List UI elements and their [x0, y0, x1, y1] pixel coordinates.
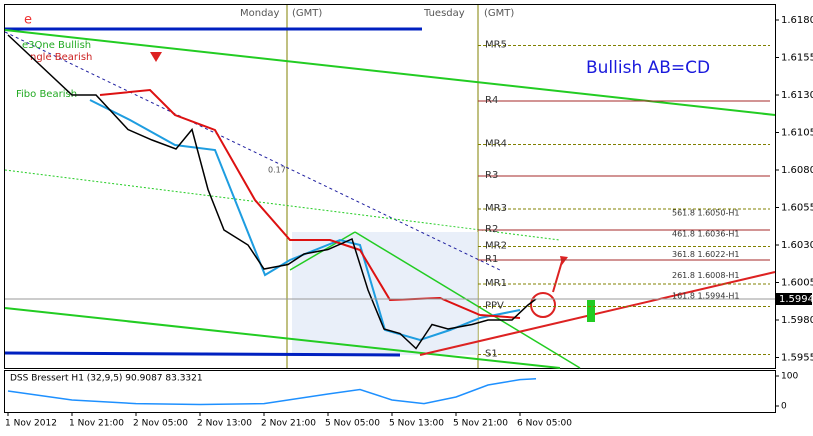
y-tick-label: 1.5980 [781, 315, 813, 326]
y-tick-label: 1.6005 [781, 278, 813, 289]
price-line [7, 34, 537, 350]
annotation: 0.17 [268, 166, 286, 175]
x-tick-label: 5 Nov 05:00 [325, 419, 380, 429]
indicator-overlay [89, 99, 521, 342]
session-label: Tuesday [423, 8, 465, 19]
pivot-label: S1 [485, 349, 498, 360]
x-tick-label: 6 Nov 05:00 [517, 419, 572, 429]
pivot-label: PPV [485, 301, 504, 312]
main-frame [4, 4, 776, 369]
x-tick-label: 2 Nov 13:00 [197, 419, 252, 429]
y-tick-label: 1.6180 [781, 15, 813, 26]
annotation: ngle Bearish [30, 52, 92, 63]
pivot-label: R3 [485, 170, 498, 181]
current-price-label: 1.5994 [779, 294, 813, 305]
y-tick-label: 1.6105 [781, 128, 813, 139]
indicator-line [7, 377, 537, 406]
x-tick-label: 5 Nov 13:00 [389, 419, 444, 429]
signal-marker [587, 300, 595, 322]
fibo-label: 161.8 1.5994-H1 [672, 292, 739, 301]
pattern-line [354, 231, 581, 369]
fibo-label: 561.8 1.6050-H1 [672, 209, 739, 218]
x-tick-label: 1 Nov 21:00 [69, 419, 124, 429]
annotation: e3One Bullish [22, 40, 91, 51]
x-tick-label: 5 Nov 21:00 [453, 419, 508, 429]
pattern-title: Bullish AB=CD [586, 58, 710, 78]
current-price-tag [776, 293, 812, 305]
pivot-label: MR2 [485, 241, 507, 252]
pivot-label: MR3 [485, 203, 507, 214]
x-tick-label: 1 Nov 2012 [5, 419, 57, 429]
pivot-label: R4 [485, 95, 498, 106]
x-tick-label: 2 Nov 21:00 [261, 419, 316, 429]
highlight-circle [530, 292, 556, 318]
fibo-label: 361.8 1.6022-H1 [672, 250, 739, 259]
session-label: (GMT) [292, 8, 322, 19]
channel-line [4, 31, 501, 271]
fibo-label: 461.8 1.6036-H1 [672, 229, 739, 238]
y-tick-label: 1.6130 [781, 90, 813, 101]
y-tick-label: 1.6155 [781, 53, 813, 64]
x-tick-label: 2 Nov 05:00 [133, 419, 188, 429]
pivot-label: R1 [485, 254, 498, 265]
indicator-frame [4, 370, 776, 413]
annotation: e [24, 13, 32, 28]
trend-line [4, 307, 561, 369]
support-line [4, 351, 401, 357]
fibo-label: 261.8 1.6008-H1 [672, 271, 739, 280]
moving-average [99, 88, 521, 319]
pivot-label: MR1 [485, 278, 507, 289]
session-label: Monday [240, 8, 280, 19]
indicator-title: DSS Bressert H1 (32,9,5) 90.9087 83.3321 [10, 374, 203, 384]
y-tick-label: 1.6080 [781, 165, 813, 176]
session-label: (GMT) [484, 8, 514, 19]
channel-line [4, 169, 561, 241]
indicator-tick-label: 0 [781, 402, 787, 412]
pivot-label: MR5 [485, 40, 507, 51]
trend-line [419, 271, 776, 356]
pivot-label: MR4 [485, 139, 507, 150]
bearish-arrow [150, 52, 162, 62]
y-tick-label: 1.5955 [781, 353, 813, 364]
arrow [552, 257, 564, 293]
y-tick-label: 1.6030 [781, 240, 813, 251]
pivot-label: R2 [485, 224, 498, 235]
indicator-tick-label: 100 [781, 372, 798, 382]
annotation: Fibo Bearish [16, 89, 77, 100]
y-tick-label: 1.6055 [781, 203, 813, 214]
